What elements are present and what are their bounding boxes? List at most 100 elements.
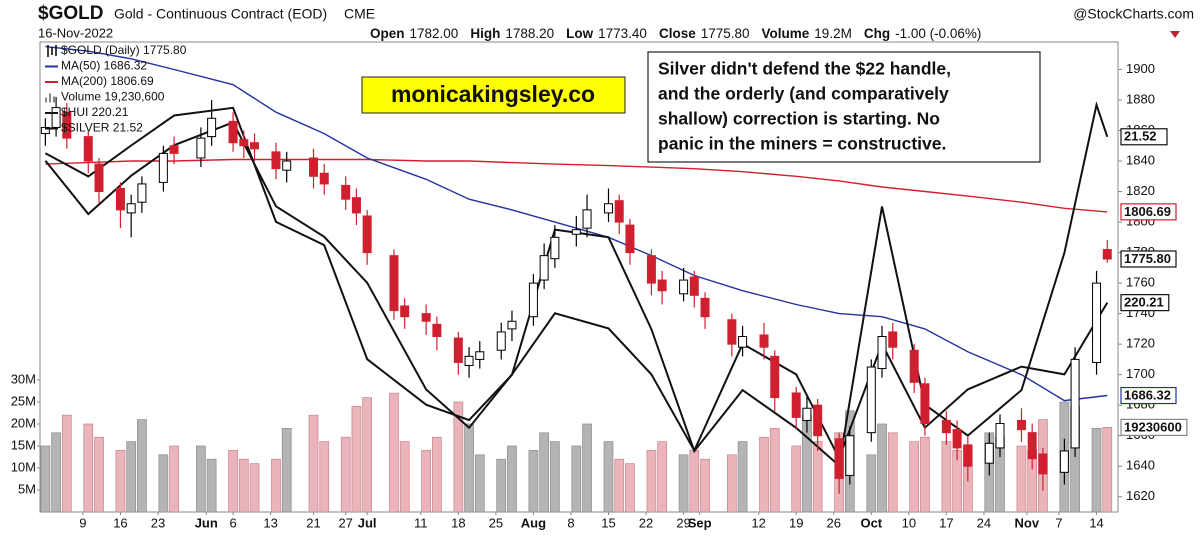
- chart-subtitle: Gold - Continuous Contract (EOD): [114, 6, 327, 22]
- x-tick-label: 7: [1055, 515, 1062, 530]
- hui-last-box: [1120, 294, 1170, 312]
- volume-bar: [678, 454, 689, 512]
- candle-body: [1038, 453, 1048, 475]
- volume-bar: [362, 397, 373, 512]
- candle-body: [62, 111, 72, 139]
- gold-last-box: [1120, 250, 1177, 268]
- candle-body: [657, 279, 667, 292]
- volume-bar: [399, 441, 410, 512]
- candle-body: [791, 392, 801, 418]
- candle-body: [625, 224, 635, 254]
- change-arrow: [1170, 31, 1180, 38]
- candle-body: [834, 438, 844, 479]
- ma50-last: 1686.32: [1120, 386, 1177, 405]
- volume-bar: [1091, 428, 1102, 512]
- volume-bar: [941, 441, 952, 512]
- candle-body: [984, 442, 994, 464]
- x-tick-label: 16: [113, 515, 127, 530]
- silver-last-box: [1120, 128, 1168, 146]
- ma200-last-text: 1806.69: [1124, 204, 1171, 219]
- volume-bar: [340, 436, 351, 512]
- candle-body: [689, 276, 699, 296]
- series-line: [44, 101, 1109, 468]
- candle-body: [528, 282, 538, 318]
- x-tick-label: 11: [414, 515, 428, 530]
- chart-title: $GOLD: [38, 3, 103, 24]
- volume-bar: [158, 454, 169, 512]
- hui-last-text: 220.21: [1124, 295, 1164, 310]
- x-tick-label: 29: [676, 515, 690, 530]
- x-tick-label: Oct: [860, 515, 882, 530]
- volume-bar: [281, 428, 292, 512]
- source: @StockCharts.com: [1073, 6, 1194, 22]
- stats: Open 1782.00 High 1788.20 Low 1773.40 Close 177…: [370, 26, 981, 41]
- volume-bar: [646, 450, 657, 512]
- candle-body: [877, 336, 887, 370]
- stat-label: Volume: [762, 26, 810, 41]
- candle-body: [866, 366, 876, 434]
- volume-bar: [1016, 445, 1027, 512]
- volume-last-box: [1120, 418, 1188, 436]
- volume-bar: [866, 454, 877, 512]
- stat-value: 1775.80: [701, 26, 750, 41]
- legend-label: Volume 19,230,600: [61, 90, 165, 104]
- y-tick-label: 1820: [1126, 183, 1155, 198]
- volume-bar: [115, 450, 126, 512]
- candle-body: [1102, 249, 1112, 260]
- candle-body: [282, 160, 292, 171]
- x-tick-label: 13: [263, 515, 277, 530]
- volume-bar: [507, 445, 517, 512]
- candle-body: [464, 355, 474, 367]
- candle-body: [51, 107, 61, 128]
- x-tick-label: 22: [639, 515, 653, 530]
- volume-bar: [582, 423, 592, 512]
- candle-body: [475, 351, 485, 360]
- note-line: shallow) correction is starting. No: [658, 109, 940, 129]
- candle-body: [351, 197, 361, 214]
- volume-tick-label: 25M: [11, 393, 36, 408]
- x-tick-label: 23: [151, 515, 165, 530]
- x-tick-label: 21: [306, 515, 320, 530]
- volume-bar: [421, 450, 431, 512]
- candle-body: [453, 337, 463, 363]
- volume-bar: [432, 436, 442, 512]
- candle-body: [341, 184, 351, 200]
- series-line: [45, 45, 1108, 402]
- volume-last: 19230600: [1120, 418, 1188, 436]
- candle-body: [802, 407, 812, 421]
- y-tick-label: 1760: [1126, 275, 1155, 290]
- silver-last: 21.52: [1120, 128, 1168, 146]
- candle-body: [239, 139, 249, 147]
- candle-body: [582, 209, 592, 229]
- candle-body: [845, 435, 855, 476]
- volume-last-text: 19230600: [1124, 419, 1182, 434]
- volume-bar: [206, 458, 217, 512]
- candle-body: [550, 236, 560, 260]
- volume-bar: [126, 441, 137, 512]
- candle-body: [496, 331, 506, 351]
- volume-bar: [51, 432, 61, 512]
- candle-body: [679, 279, 689, 295]
- candle-body: [539, 255, 549, 281]
- stat-value: 1773.40: [598, 26, 647, 41]
- gold-last-text: 1775.80: [1124, 251, 1171, 266]
- candle-body: [1070, 358, 1080, 449]
- volume-bar: [791, 445, 802, 512]
- legend-label: $SILVER 21.52: [61, 121, 143, 135]
- candle-body: [813, 404, 823, 437]
- x-tick-label: 27: [338, 515, 352, 530]
- candle-body: [909, 349, 919, 383]
- volume-bar: [453, 401, 464, 512]
- candle-body: [888, 331, 898, 348]
- candle-body: [421, 313, 431, 322]
- x-tick-label: Aug: [521, 515, 546, 530]
- candle-body: [94, 163, 104, 193]
- candle-body: [952, 429, 962, 449]
- volume-tick-label: 20M: [11, 415, 36, 430]
- volume-bar: [887, 432, 898, 512]
- legend-swatch: [47, 45, 57, 57]
- volume-bar: [238, 458, 249, 512]
- volume-bar: [700, 458, 710, 512]
- volume-tick-label: 30M: [11, 371, 36, 386]
- volume-bar: [308, 414, 319, 512]
